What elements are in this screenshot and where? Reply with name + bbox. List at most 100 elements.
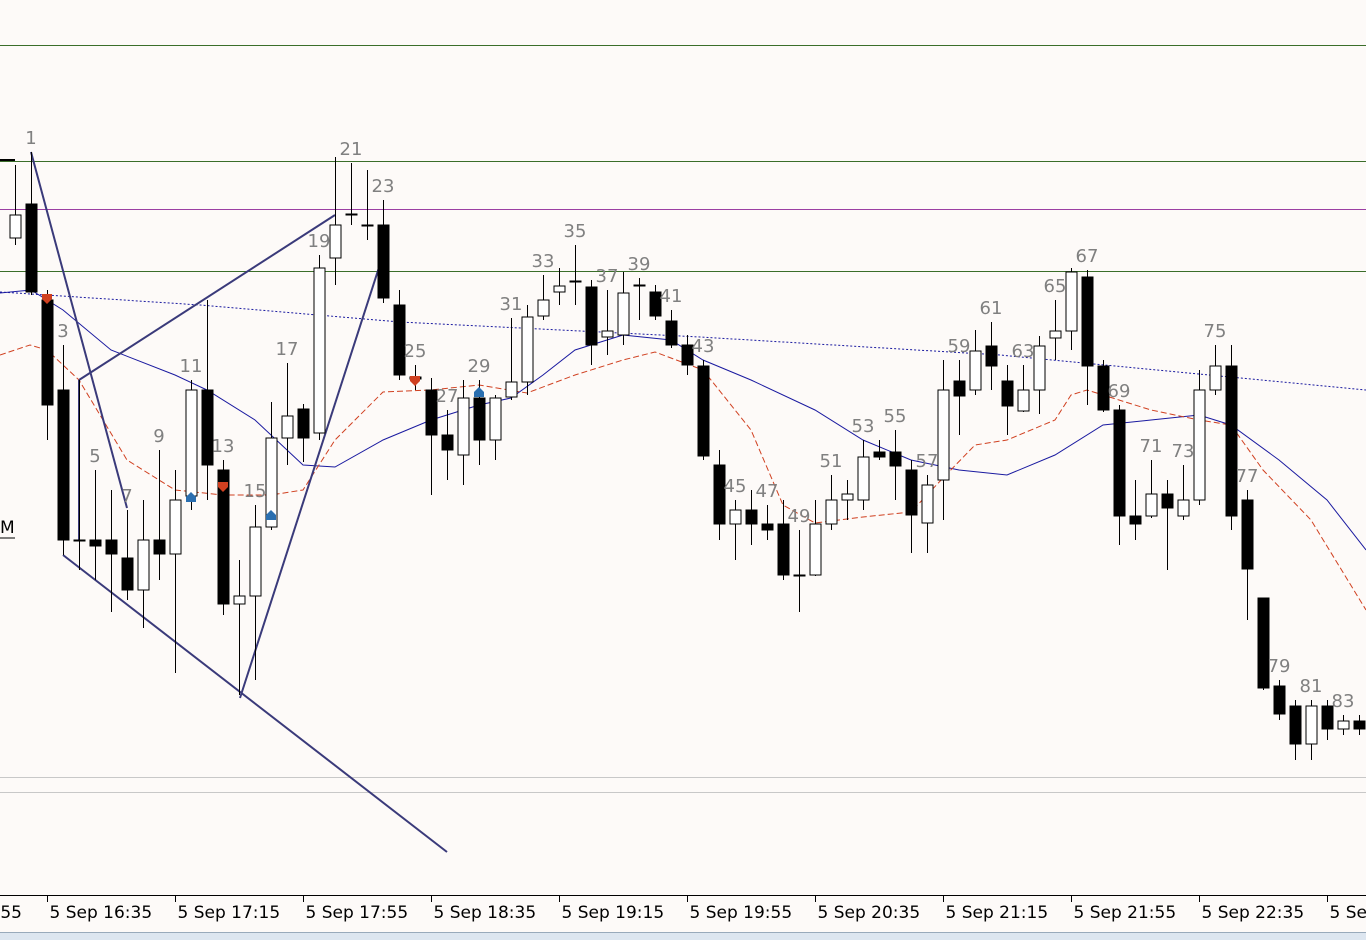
trendline [30,151,128,509]
candle-body [1145,493,1158,517]
x-tick-label: 5 Sep 20:35 [818,903,921,923]
candle-label: 71 [1140,436,1163,457]
candle-body [1065,271,1078,332]
candle-body [745,509,758,525]
candle-label: 11 [180,356,203,377]
candle-body [489,397,502,441]
x-tick-label: 5 Sep 19:15 [562,903,665,923]
candle-body [1241,499,1254,570]
candle-body [521,316,534,383]
candle-body [1017,389,1030,412]
candle-label: 37 [596,266,619,287]
sell-arrow [42,294,52,304]
candle-label: 29 [468,356,491,377]
candle-body [361,224,374,227]
candle-body [249,526,262,597]
candle-body [425,389,438,436]
candle-body [457,397,470,456]
buy-arrow [266,510,276,520]
x-tick-label: 5 Sep 22:35 [1202,903,1305,923]
candle-label: 41 [660,286,683,307]
candle-label: 21 [340,139,363,160]
candle-label: 47 [756,481,779,502]
candle-label: 9 [153,426,164,447]
candle-body [937,389,950,481]
candle-label: 59 [948,336,971,357]
x-tick-label: 5 Sep 19:55 [690,903,793,923]
candle-label: 43 [692,336,715,357]
candle-label: 69 [1108,381,1131,402]
candle-body [601,330,614,338]
candle-body [265,437,278,528]
candle-body [761,523,774,531]
candle-body [649,291,662,317]
candle-label: 3 [57,321,68,342]
candle-label: 81 [1300,676,1323,697]
status-strip [0,932,1366,940]
candle-label: 61 [980,298,1003,319]
candle-label: 53 [852,416,875,437]
sell-arrow [410,376,420,386]
candle-label: 15 [244,481,267,502]
candle-label: 39 [628,254,651,275]
candle-body [617,292,630,336]
x-tick-label: 5 Sep 17:55 [306,903,409,923]
candle-body [1161,493,1174,509]
candle-body [121,557,134,591]
candle-label: 77 [1236,466,1259,487]
candle-body [585,286,598,346]
candle-body [1209,365,1222,391]
candle-label: 17 [276,339,299,360]
candle-body [713,464,726,525]
candle-label: 7 [121,486,132,507]
candle-label: 5 [89,446,100,467]
candle-label: 45 [724,476,747,497]
candle-body [105,539,118,555]
candle-body [217,469,230,605]
candle-body [633,284,646,287]
candle-body [89,539,102,547]
candle-body [1097,365,1110,411]
candle-body [313,267,326,434]
candle-label: 49 [788,506,811,527]
candle-body [793,574,806,577]
candle-body [1193,389,1206,501]
candle-label: 73 [1172,441,1195,462]
candle-body [1321,705,1334,730]
candle-label: 55 [884,406,907,427]
candle-body [1353,720,1366,730]
candle-label: 75 [1204,321,1227,342]
candle-label: 65 [1044,276,1067,297]
candle-body [569,280,582,283]
candle-body [1257,597,1270,689]
candle-label: 19 [308,231,331,252]
candle-body [905,469,918,516]
candle-body [1081,276,1094,367]
candle-body [41,299,54,406]
buy-arrow [474,387,484,397]
candle-body [697,365,710,457]
candle-body [1225,365,1238,517]
candle-body [985,345,998,367]
candle-body [825,499,838,525]
candle-body [57,389,70,541]
candle-body [505,381,518,398]
candle-body [153,539,166,555]
candles [9,152,1366,760]
candle-body [1177,499,1190,517]
candle-label: 83 [1332,691,1355,712]
ma-dashed [0,344,1366,611]
candle-body [953,380,966,397]
candle-body [233,595,246,605]
x-tick-label: 5 Sep 21:15 [946,903,1049,923]
candle-label: 31 [500,294,523,315]
sell-arrow [218,482,228,492]
candle-body [1129,515,1142,525]
candle-label: 67 [1076,246,1099,267]
candle-body [969,350,982,391]
candle-body [473,397,486,441]
buy-arrow [186,492,196,502]
candle-body [73,539,86,542]
